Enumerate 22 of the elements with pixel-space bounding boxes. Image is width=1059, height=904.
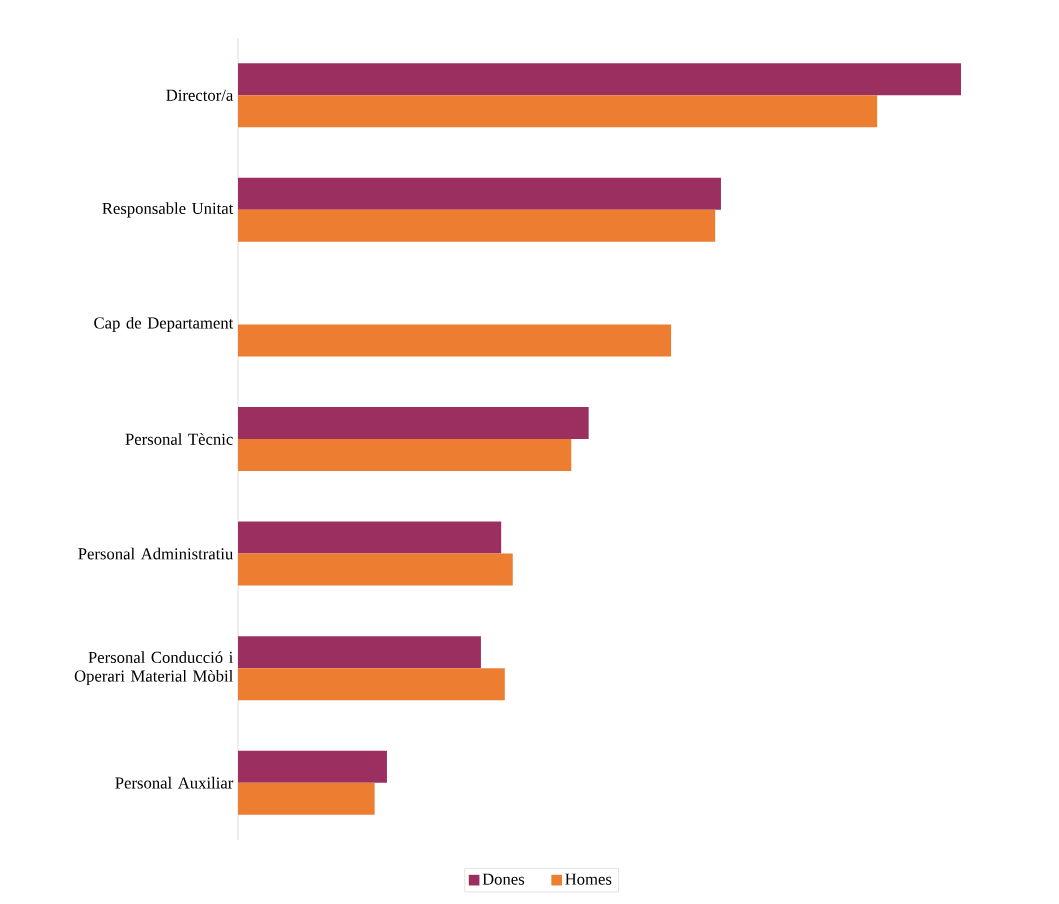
y-tick-label: Cap de Departament [94, 316, 234, 332]
bar [238, 439, 572, 472]
y-tick-label: Director/a [166, 89, 234, 101]
bar [238, 95, 878, 128]
bar [238, 177, 721, 210]
bar [238, 750, 387, 783]
bar [238, 636, 481, 669]
y-tick-label: Personal Auxiliar [115, 776, 234, 789]
bar [238, 521, 502, 554]
bar [238, 553, 513, 586]
bar [238, 324, 672, 357]
bar [238, 63, 962, 96]
bar [238, 209, 716, 242]
y-tick-label: Personal Administratiu [78, 547, 234, 560]
legend-label: Homes [565, 873, 612, 885]
y-tick-label: Personal Tècnic [125, 433, 233, 445]
y-tick-label: Personal Conducció i Operari Material Mòbil [74, 651, 233, 686]
legend-label: Dones [482, 873, 525, 885]
bar [238, 782, 375, 815]
bar [238, 668, 505, 701]
bar [238, 407, 589, 440]
y-tick-label: Responsable Unitat [102, 202, 234, 218]
